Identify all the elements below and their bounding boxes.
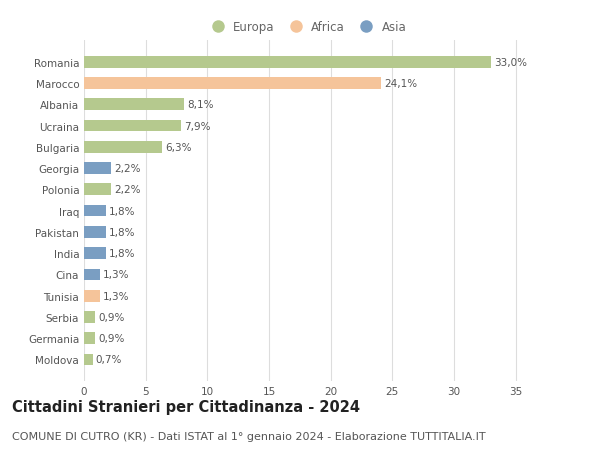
Bar	[84, 205, 106, 217]
Bar	[84, 269, 100, 280]
Bar	[84, 311, 95, 323]
Text: 1,8%: 1,8%	[109, 249, 136, 258]
Text: 0,9%: 0,9%	[98, 334, 125, 343]
Bar	[84, 248, 106, 259]
Legend: Europa, Africa, Asia: Europa, Africa, Asia	[201, 17, 411, 39]
Text: COMUNE DI CUTRO (KR) - Dati ISTAT al 1° gennaio 2024 - Elaborazione TUTTITALIA.I: COMUNE DI CUTRO (KR) - Dati ISTAT al 1° …	[12, 431, 485, 442]
Text: 0,7%: 0,7%	[96, 355, 122, 365]
Text: 2,2%: 2,2%	[114, 185, 141, 195]
Text: 2,2%: 2,2%	[114, 164, 141, 174]
Text: 1,8%: 1,8%	[109, 227, 136, 237]
Text: 7,9%: 7,9%	[185, 121, 211, 131]
Text: 0,9%: 0,9%	[98, 312, 125, 322]
Text: Cittadini Stranieri per Cittadinanza - 2024: Cittadini Stranieri per Cittadinanza - 2…	[12, 399, 360, 414]
Bar	[84, 57, 491, 68]
Bar	[84, 142, 162, 153]
Text: 6,3%: 6,3%	[165, 142, 191, 152]
Bar	[84, 120, 181, 132]
Text: 24,1%: 24,1%	[385, 79, 418, 89]
Bar	[84, 99, 184, 111]
Bar	[84, 354, 92, 365]
Bar	[84, 290, 100, 302]
Text: 33,0%: 33,0%	[494, 57, 527, 67]
Text: 1,3%: 1,3%	[103, 291, 130, 301]
Bar	[84, 227, 106, 238]
Text: 1,8%: 1,8%	[109, 206, 136, 216]
Bar	[84, 333, 95, 344]
Bar	[84, 184, 111, 196]
Text: 1,3%: 1,3%	[103, 270, 130, 280]
Text: 8,1%: 8,1%	[187, 100, 214, 110]
Bar	[84, 163, 111, 174]
Bar	[84, 78, 381, 90]
